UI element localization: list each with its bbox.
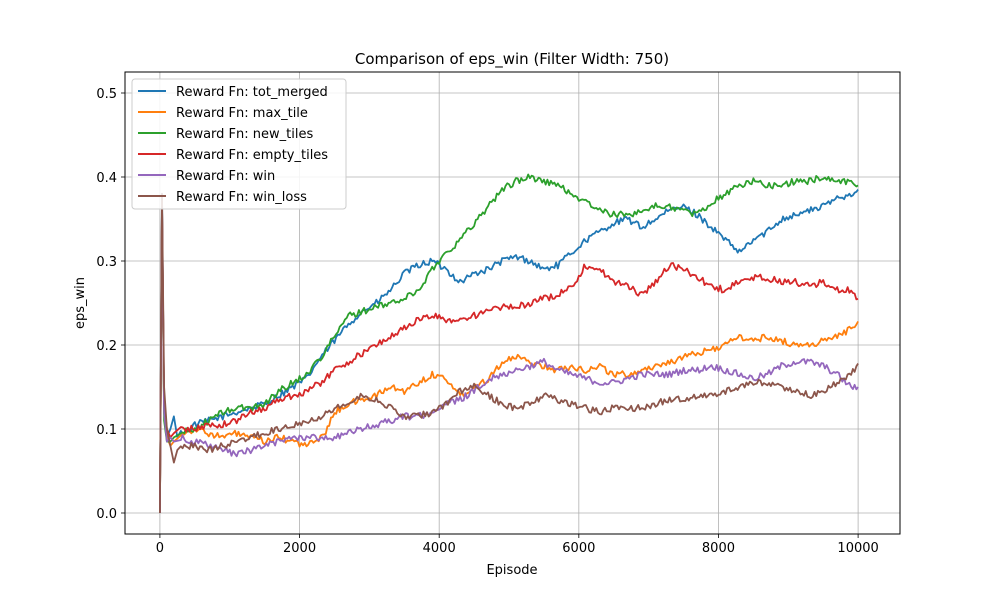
legend: Reward Fn: tot_merged Reward Fn: max_tile…	[131, 78, 347, 210]
y-tick-label: 0.3	[96, 255, 117, 270]
plot-frame	[124, 71, 901, 535]
x-tick-label: 6000	[562, 541, 595, 556]
x-tick-label: 4000	[423, 541, 456, 556]
x-tick-label: 2000	[283, 541, 316, 556]
y-axis-label: eps_win	[73, 277, 88, 329]
x-tick-label: 8000	[702, 541, 735, 556]
legend-label: Reward Fn: win	[176, 169, 275, 184]
series-line-3	[159, 201, 859, 514]
legend-label: Reward Fn: new_tiles	[176, 127, 313, 142]
legend-label: Reward Fn: max_tile	[176, 106, 308, 121]
series-line-0	[159, 189, 859, 514]
y-tick-label: 0.2	[96, 339, 117, 354]
legend-box	[131, 78, 347, 210]
x-tick-label: 10000	[837, 541, 878, 556]
legend-label: Reward Fn: tot_merged	[176, 85, 328, 100]
y-tick-label: 0.5	[96, 87, 117, 102]
series-line-4	[159, 201, 859, 514]
axis-ticks: 0 2000 4000 6000 8000 10000 0.0 0.1 0.2 0.3 0.4 0.5	[96, 87, 878, 556]
series-line-5	[159, 192, 859, 514]
series-line-2	[159, 173, 859, 514]
x-tick-label: 0	[156, 541, 164, 556]
x-axis-label: Episode	[486, 563, 537, 578]
series-lines	[159, 173, 859, 514]
y-tick-label: 0.1	[96, 423, 117, 438]
legend-label: Reward Fn: empty_tiles	[176, 148, 328, 163]
y-tick-label: 0.4	[96, 171, 117, 186]
legend-label: Reward Fn: win_loss	[176, 190, 307, 205]
grid	[125, 72, 900, 534]
y-tick-label: 0.0	[96, 507, 117, 522]
chart-title: Comparison of eps_win (Filter Width: 750…	[355, 50, 669, 69]
